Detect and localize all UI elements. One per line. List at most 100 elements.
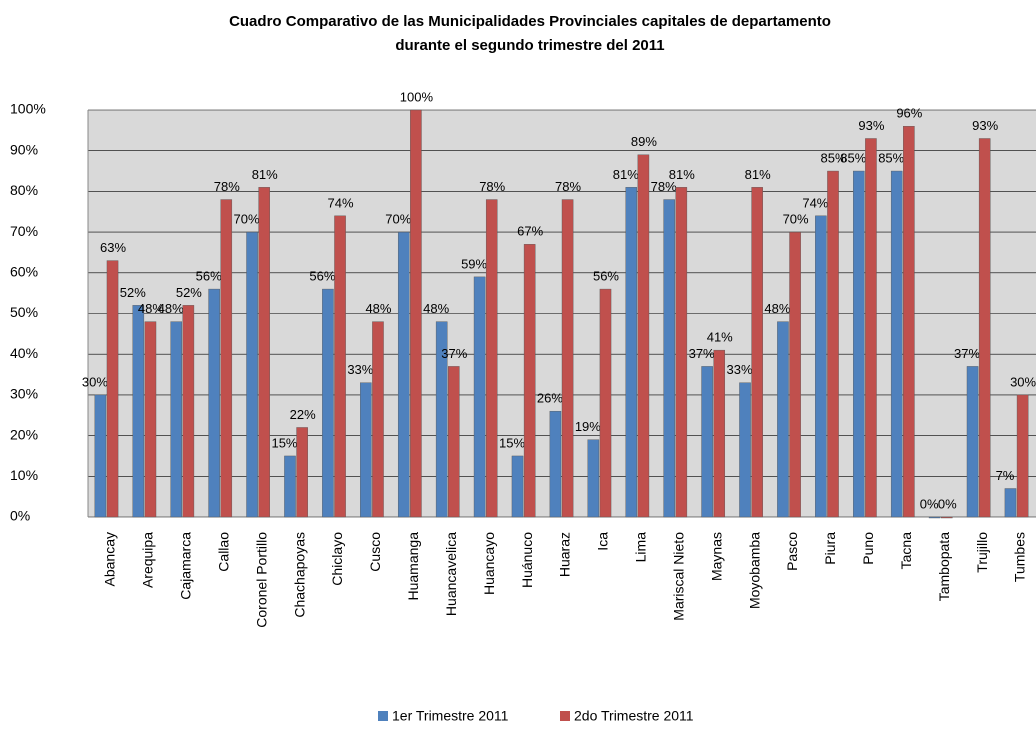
bar bbox=[220, 199, 233, 518]
y-tick-label: 100% bbox=[10, 101, 46, 117]
bar bbox=[815, 215, 827, 518]
bar bbox=[663, 199, 675, 518]
value-label: 48% bbox=[423, 301, 449, 316]
x-tick-label: Cajamarca bbox=[178, 532, 194, 600]
value-label: 48% bbox=[158, 301, 184, 316]
value-label: 93% bbox=[858, 118, 884, 133]
bar bbox=[1004, 488, 1017, 518]
x-tick-label: Chiclayo bbox=[329, 532, 345, 586]
value-label: 15% bbox=[271, 435, 297, 450]
value-label: 56% bbox=[593, 269, 619, 284]
value-label: 96% bbox=[896, 106, 922, 121]
value-label: 70% bbox=[783, 212, 809, 227]
y-tick-label: 50% bbox=[10, 304, 38, 320]
value-label: 74% bbox=[802, 195, 828, 210]
y-tick-label: 0% bbox=[10, 508, 30, 524]
value-label: 78% bbox=[651, 179, 677, 194]
bar bbox=[789, 231, 801, 518]
x-tick-label: Tumbes bbox=[1012, 532, 1028, 582]
value-label: 70% bbox=[385, 212, 411, 227]
value-label: 81% bbox=[613, 167, 639, 182]
value-label: 30% bbox=[82, 374, 108, 389]
value-label: 19% bbox=[575, 419, 601, 434]
bar bbox=[132, 305, 145, 518]
value-label: 37% bbox=[954, 346, 980, 361]
value-label: 70% bbox=[234, 212, 260, 227]
bar bbox=[777, 321, 789, 518]
value-label: 59% bbox=[461, 256, 487, 271]
legend-swatch bbox=[560, 711, 570, 721]
x-tick-label: Piura bbox=[822, 532, 838, 565]
value-label: 100% bbox=[400, 89, 434, 104]
x-tick-label: Lima bbox=[633, 532, 649, 563]
x-tick-label: Ica bbox=[595, 532, 611, 551]
bar bbox=[827, 170, 839, 518]
value-label: 7% bbox=[996, 468, 1015, 483]
x-tick-label: Abancay bbox=[102, 532, 118, 586]
bar bbox=[435, 321, 448, 518]
legend-label: 2do Trimestre 2011 bbox=[574, 708, 694, 724]
value-label: 89% bbox=[631, 134, 657, 149]
value-label: 56% bbox=[309, 269, 335, 284]
value-label: 81% bbox=[669, 167, 695, 182]
x-tick-label: Huancavelica bbox=[443, 532, 459, 616]
bar bbox=[587, 439, 600, 518]
value-label: 85% bbox=[820, 150, 846, 165]
x-tick-label: Coronel Portillo bbox=[253, 532, 269, 628]
bar bbox=[701, 366, 713, 518]
bar bbox=[94, 394, 107, 518]
value-label: 56% bbox=[196, 269, 222, 284]
bar bbox=[397, 231, 410, 518]
bar bbox=[258, 187, 270, 518]
value-label: 63% bbox=[100, 240, 126, 255]
value-label: 93% bbox=[972, 118, 998, 133]
value-label: 22% bbox=[290, 407, 316, 422]
value-label: 48% bbox=[764, 301, 790, 316]
bar bbox=[903, 126, 915, 518]
y-tick-label: 70% bbox=[10, 223, 38, 239]
bar bbox=[599, 288, 612, 518]
value-label: 37% bbox=[441, 346, 467, 361]
y-tick-label: 40% bbox=[10, 345, 38, 361]
bar bbox=[549, 410, 562, 518]
value-label: 78% bbox=[214, 179, 240, 194]
bar bbox=[208, 288, 220, 518]
bar bbox=[675, 187, 688, 518]
x-tick-label: Tacna bbox=[898, 532, 914, 570]
bar bbox=[511, 455, 524, 518]
legend-swatch bbox=[378, 711, 388, 721]
bar bbox=[625, 187, 638, 518]
value-label: 81% bbox=[252, 167, 278, 182]
value-label: 33% bbox=[347, 362, 373, 377]
bar bbox=[473, 276, 486, 518]
value-label: 48% bbox=[138, 301, 164, 316]
x-tick-label: Moyobamba bbox=[746, 532, 762, 609]
bar bbox=[410, 109, 422, 518]
value-label: 74% bbox=[328, 195, 354, 210]
x-tick-label: Trujillo bbox=[974, 532, 990, 573]
bar bbox=[523, 244, 536, 518]
x-tick-label: Huamanga bbox=[405, 532, 421, 601]
bar bbox=[296, 427, 308, 518]
x-tick-label: Tambopata bbox=[936, 532, 952, 601]
bar bbox=[751, 187, 763, 518]
x-tick-label: Puno bbox=[860, 532, 876, 565]
bar bbox=[106, 260, 119, 518]
bar bbox=[561, 199, 574, 518]
value-label: 78% bbox=[479, 179, 505, 194]
bar bbox=[739, 382, 751, 518]
bar bbox=[322, 288, 334, 518]
bar bbox=[360, 382, 372, 518]
bar bbox=[284, 455, 296, 518]
x-tick-label: Huánuco bbox=[519, 532, 535, 588]
x-tick-label: Huaraz bbox=[557, 532, 573, 577]
x-tick-label: Pasco bbox=[784, 532, 800, 571]
bar bbox=[448, 366, 460, 518]
x-tick-label: Cusco bbox=[367, 532, 383, 572]
x-tick-label: Arequipa bbox=[140, 532, 156, 588]
y-tick-label: 80% bbox=[10, 182, 38, 198]
x-tick-label: Maynas bbox=[708, 532, 724, 581]
bar bbox=[966, 366, 979, 518]
bar bbox=[865, 138, 877, 518]
